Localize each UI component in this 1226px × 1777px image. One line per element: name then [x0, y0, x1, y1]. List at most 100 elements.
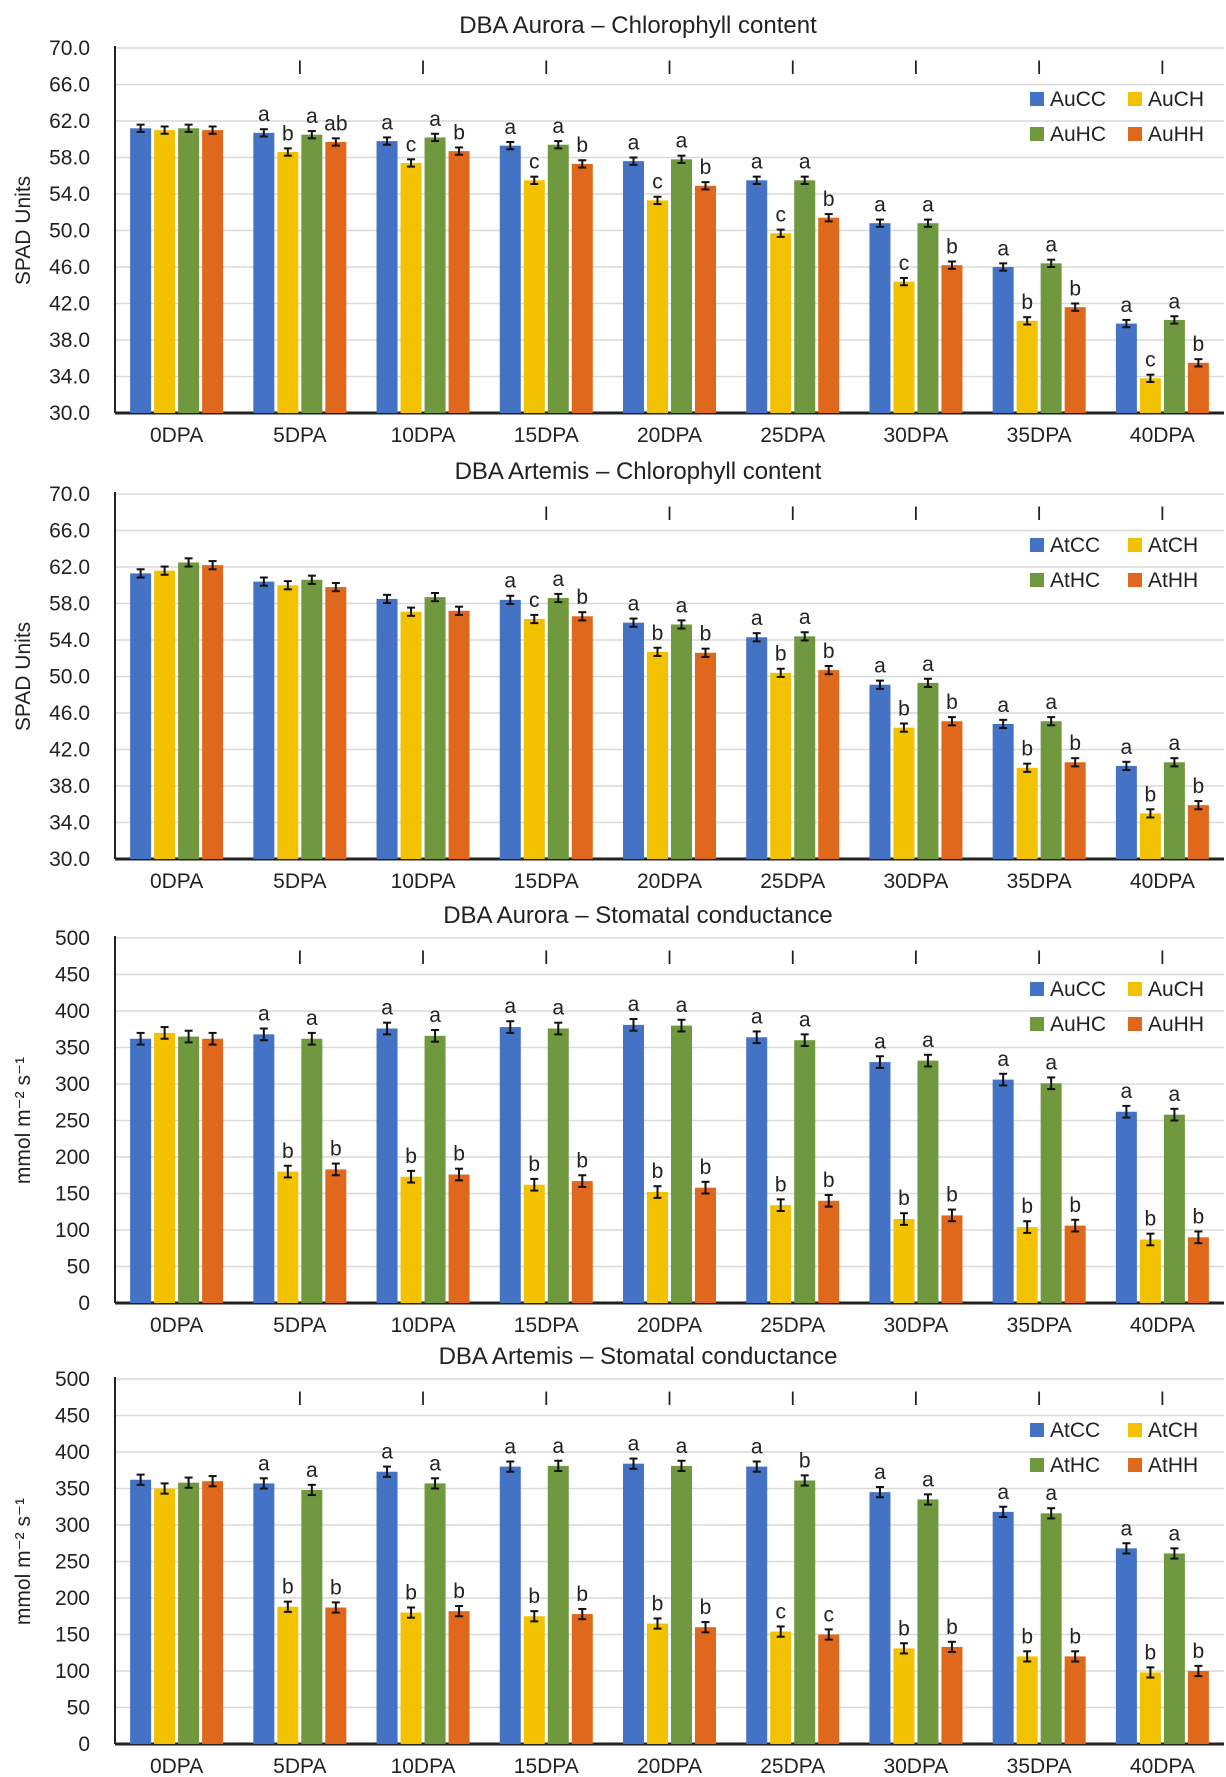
chart-artemis-chlorophyll: DBA Artemis – Chlorophyll content SPAD Un… — [12, 458, 1224, 893]
legend-swatch-atch — [1128, 1423, 1142, 1437]
chart-aurora-stomatal: DBA Aurora – Stomatal conductance mmol m⁻… — [12, 902, 1224, 1337]
significance-letter: b — [700, 156, 712, 179]
bar-athh — [448, 610, 470, 859]
y-tick-label: 250 — [55, 1551, 90, 1574]
x-tick-label: 40DPA — [1130, 1755, 1195, 1777]
bar-athh — [695, 652, 716, 859]
significance-letter: a — [429, 1452, 441, 1475]
y-tick-label: 58.0 — [49, 147, 90, 170]
bar-auch — [1139, 1239, 1161, 1303]
bar-auch — [1016, 320, 1038, 413]
x-tick-label: 5DPA — [273, 424, 326, 447]
significance-letter: a — [997, 1048, 1009, 1071]
bar-atch — [770, 1631, 792, 1744]
bar-atch — [523, 619, 545, 859]
y-tick-label: 150 — [55, 1624, 90, 1647]
significance-letter: a — [751, 151, 763, 174]
bar-auhc — [671, 1025, 692, 1303]
bar-athc — [917, 1499, 939, 1744]
bar-athc — [547, 1465, 569, 1744]
significance-letter: a — [874, 194, 886, 217]
bar-atcc — [130, 573, 152, 859]
chart-title: DBA Aurora – Stomatal conductance — [443, 902, 833, 929]
bar-athh — [941, 1646, 963, 1744]
y-tick-label: 100 — [55, 1660, 90, 1683]
significance-letter: c — [823, 1603, 834, 1626]
y-axis-label: SPAD Units — [12, 176, 35, 285]
y-tick-label: 350 — [55, 1037, 90, 1060]
significance-letter: a — [429, 108, 441, 131]
y-tick-label: 62.0 — [49, 556, 90, 579]
significance-letter: b — [528, 1153, 540, 1176]
bar-athh — [1187, 805, 1209, 859]
legend-swatch-athh — [1128, 1458, 1142, 1472]
lsd-marker: I — [667, 58, 672, 79]
significance-letter: a — [552, 115, 564, 138]
bar-athh — [818, 1634, 840, 1744]
significance-letter: b — [1193, 1205, 1205, 1228]
bar-aucc — [130, 128, 152, 414]
bar-aucc — [746, 180, 768, 413]
legend-label: AuCH — [1148, 88, 1204, 111]
legend-label: AuHH — [1148, 1013, 1204, 1036]
lsd-marker: I — [297, 58, 302, 79]
bar-athc — [1163, 762, 1185, 859]
significance-letter: a — [676, 130, 688, 153]
bar-atch — [893, 1648, 915, 1744]
bar-auhh — [1187, 1237, 1209, 1303]
significance-letter: a — [1121, 736, 1133, 759]
significance-letter: a — [628, 593, 640, 616]
legend-swatch-auhh — [1128, 1017, 1142, 1031]
x-tick-label: 0DPA — [150, 1314, 203, 1337]
bar-atcc — [253, 1483, 275, 1744]
lsd-marker: I — [420, 1389, 425, 1410]
legend-swatch-athc — [1030, 1458, 1044, 1472]
significance-letter: a — [504, 995, 516, 1018]
significance-letter: a — [751, 1005, 763, 1028]
lsd-marker: I — [667, 1389, 672, 1410]
bar-auhh — [448, 1174, 470, 1303]
significance-letter: a — [306, 1007, 318, 1030]
y-tick-label: 400 — [55, 1441, 90, 1464]
significance-letter: b — [946, 1184, 958, 1207]
significance-letter: c — [775, 204, 786, 227]
bar-atch — [1016, 1656, 1038, 1744]
bar-auhc — [424, 137, 446, 414]
legend-swatch-auhh — [1128, 127, 1142, 141]
bar-atcc — [623, 622, 644, 859]
x-tick-label: 5DPA — [273, 1314, 326, 1337]
bar-auch — [277, 152, 299, 413]
significance-letter: b — [1193, 1640, 1205, 1663]
x-tick-label: 20DPA — [637, 424, 702, 447]
y-tick-label: 66.0 — [49, 74, 90, 97]
bar-auch — [893, 1219, 915, 1303]
bar-auch — [523, 180, 545, 413]
significance-letter: b — [652, 622, 664, 645]
bar-auhc — [301, 1038, 323, 1303]
y-tick-label: 46.0 — [49, 256, 90, 279]
bar-atcc — [253, 581, 275, 859]
significance-letter: b — [946, 1616, 958, 1639]
bar-athc — [671, 624, 692, 859]
legend-label: AtCH — [1148, 1419, 1198, 1442]
x-tick-label: 25DPA — [760, 870, 825, 893]
bar-auhh — [448, 151, 470, 414]
significance-letter: b — [898, 697, 910, 720]
significance-letter: a — [874, 1030, 886, 1053]
significance-letter: b — [775, 1173, 787, 1196]
bar-auhh — [941, 265, 963, 413]
significance-letter: b — [1193, 333, 1205, 356]
significance-letter: a — [628, 1433, 640, 1456]
x-tick-label: 30DPA — [883, 1314, 948, 1337]
legend-label: AuHH — [1148, 123, 1204, 146]
bar-aucc — [1115, 1111, 1137, 1303]
bar-atcc — [1115, 765, 1137, 859]
significance-letter: b — [823, 640, 835, 663]
significance-letter: b — [946, 236, 958, 259]
bar-athc — [424, 597, 446, 859]
significance-letter: a — [1169, 290, 1181, 313]
significance-letter: b — [282, 122, 294, 145]
bar-atch — [277, 1606, 299, 1744]
y-tick-label: 200 — [55, 1146, 90, 1169]
y-tick-label: 54.0 — [49, 183, 90, 206]
